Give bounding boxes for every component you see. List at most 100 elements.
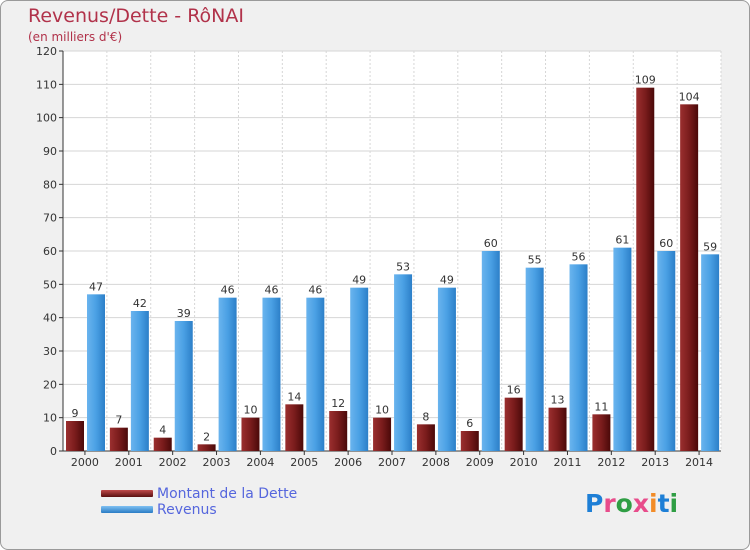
- x-tick-label: 2005: [290, 456, 318, 469]
- bar-dette: [680, 104, 699, 451]
- y-tick-label: 50: [43, 278, 57, 291]
- bar-dette: [373, 417, 392, 451]
- bar-dette: [460, 431, 479, 451]
- x-tick-label: 2002: [159, 456, 187, 469]
- legend-label-revenus: Revenus: [157, 502, 217, 518]
- bar-revenus: [262, 297, 281, 451]
- y-tick-label: 110: [36, 78, 57, 91]
- logo-letter: o: [615, 489, 633, 518]
- proxiti-logo: Proxiti: [585, 489, 678, 518]
- y-tick-label: 80: [43, 178, 57, 191]
- data-label-dette: 10: [243, 404, 257, 417]
- data-label-dette: 8: [422, 410, 429, 423]
- bar-revenus: [701, 254, 720, 451]
- bar-revenus: [525, 267, 544, 451]
- x-tick-label: 2000: [71, 456, 99, 469]
- y-tick-label: 40: [43, 312, 57, 325]
- bar-dette: [109, 427, 128, 451]
- bar-dette: [636, 87, 655, 452]
- data-label-revenus: 61: [615, 234, 629, 247]
- bar-dette: [592, 414, 611, 451]
- data-label-revenus: 59: [703, 240, 717, 253]
- y-tick-label: 60: [43, 245, 57, 258]
- data-label-revenus: 39: [177, 307, 191, 320]
- x-tick-label: 2009: [466, 456, 494, 469]
- y-tick-label: 20: [43, 378, 57, 391]
- bar-dette: [153, 437, 172, 451]
- y-tick-label: 100: [36, 112, 57, 125]
- y-tick-label: 10: [43, 412, 57, 425]
- data-label-revenus: 46: [221, 284, 235, 297]
- data-label-dette: 10: [375, 404, 389, 417]
- logo-letter: i: [669, 489, 679, 518]
- data-label-dette: 6: [466, 417, 473, 430]
- x-tick-label: 2014: [685, 456, 713, 469]
- bar-revenus: [657, 251, 676, 451]
- bar-dette: [416, 424, 435, 451]
- logo-letter: r: [603, 489, 616, 518]
- data-label-revenus: 42: [133, 297, 147, 310]
- legend-swatch-revenus: [101, 506, 153, 513]
- data-label-dette: 4: [159, 424, 166, 437]
- bar-revenus: [87, 294, 105, 451]
- data-label-revenus: 55: [528, 254, 542, 267]
- y-tick-label: 30: [43, 345, 57, 358]
- bar-revenus: [306, 297, 325, 451]
- data-label-dette: 9: [72, 407, 79, 420]
- bar-dette: [241, 417, 260, 451]
- data-label-dette: 11: [594, 400, 608, 413]
- y-tick-label: 70: [43, 212, 57, 225]
- data-label-revenus: 60: [484, 237, 498, 250]
- data-label-revenus: 56: [572, 250, 586, 263]
- bar-revenus: [481, 251, 500, 451]
- data-label-revenus: 46: [264, 284, 278, 297]
- logo-letter: i: [649, 489, 658, 518]
- chart-title: Revenus/Dette - RôNAI: [28, 5, 244, 27]
- x-tick-label: 2007: [378, 456, 406, 469]
- bar-dette: [285, 404, 304, 451]
- data-label-revenus: 49: [352, 274, 366, 287]
- data-label-dette: 16: [507, 384, 521, 397]
- y-tick-label: 90: [43, 145, 57, 158]
- data-label-revenus: 49: [440, 274, 454, 287]
- x-tick-label: 2012: [597, 456, 625, 469]
- y-tick-label: 120: [36, 45, 57, 58]
- data-label-dette: 109: [635, 74, 656, 87]
- bar-revenus: [613, 247, 632, 451]
- x-tick-label: 2010: [510, 456, 538, 469]
- data-label-dette: 7: [115, 414, 122, 427]
- bar-dette: [66, 421, 84, 451]
- logo-letter: x: [632, 489, 649, 518]
- x-tick-label: 2008: [422, 456, 450, 469]
- x-tick-label: 2006: [334, 456, 362, 469]
- data-label-revenus: 60: [659, 237, 673, 250]
- bar-dette: [504, 397, 523, 451]
- x-tick-label: 2001: [115, 456, 143, 469]
- data-label-revenus: 47: [89, 280, 103, 293]
- bar-revenus: [569, 264, 588, 451]
- x-tick-label: 2004: [246, 456, 274, 469]
- bar-revenus: [130, 311, 149, 451]
- data-label-revenus: 46: [308, 284, 322, 297]
- legend-swatch-dette: [101, 490, 153, 497]
- bar-dette: [548, 407, 567, 451]
- bar-revenus: [174, 321, 193, 451]
- data-label-dette: 12: [331, 397, 345, 410]
- x-tick-label: 2011: [553, 456, 581, 469]
- bar-revenus: [218, 297, 237, 451]
- logo-letter: t: [657, 489, 670, 518]
- data-label-dette: 104: [679, 90, 700, 103]
- data-label-revenus: 53: [396, 260, 410, 273]
- bar-dette: [329, 411, 348, 451]
- logo-letter: P: [585, 489, 604, 518]
- bar-revenus: [437, 287, 456, 451]
- bar-revenus: [394, 274, 413, 451]
- x-tick-label: 2003: [203, 456, 231, 469]
- bar-dette: [197, 444, 216, 451]
- chart-subtitle: (en milliers d'€): [28, 30, 123, 44]
- x-tick-label: 2013: [641, 456, 669, 469]
- y-tick-label: 0: [50, 445, 57, 458]
- bar-revenus: [350, 287, 369, 451]
